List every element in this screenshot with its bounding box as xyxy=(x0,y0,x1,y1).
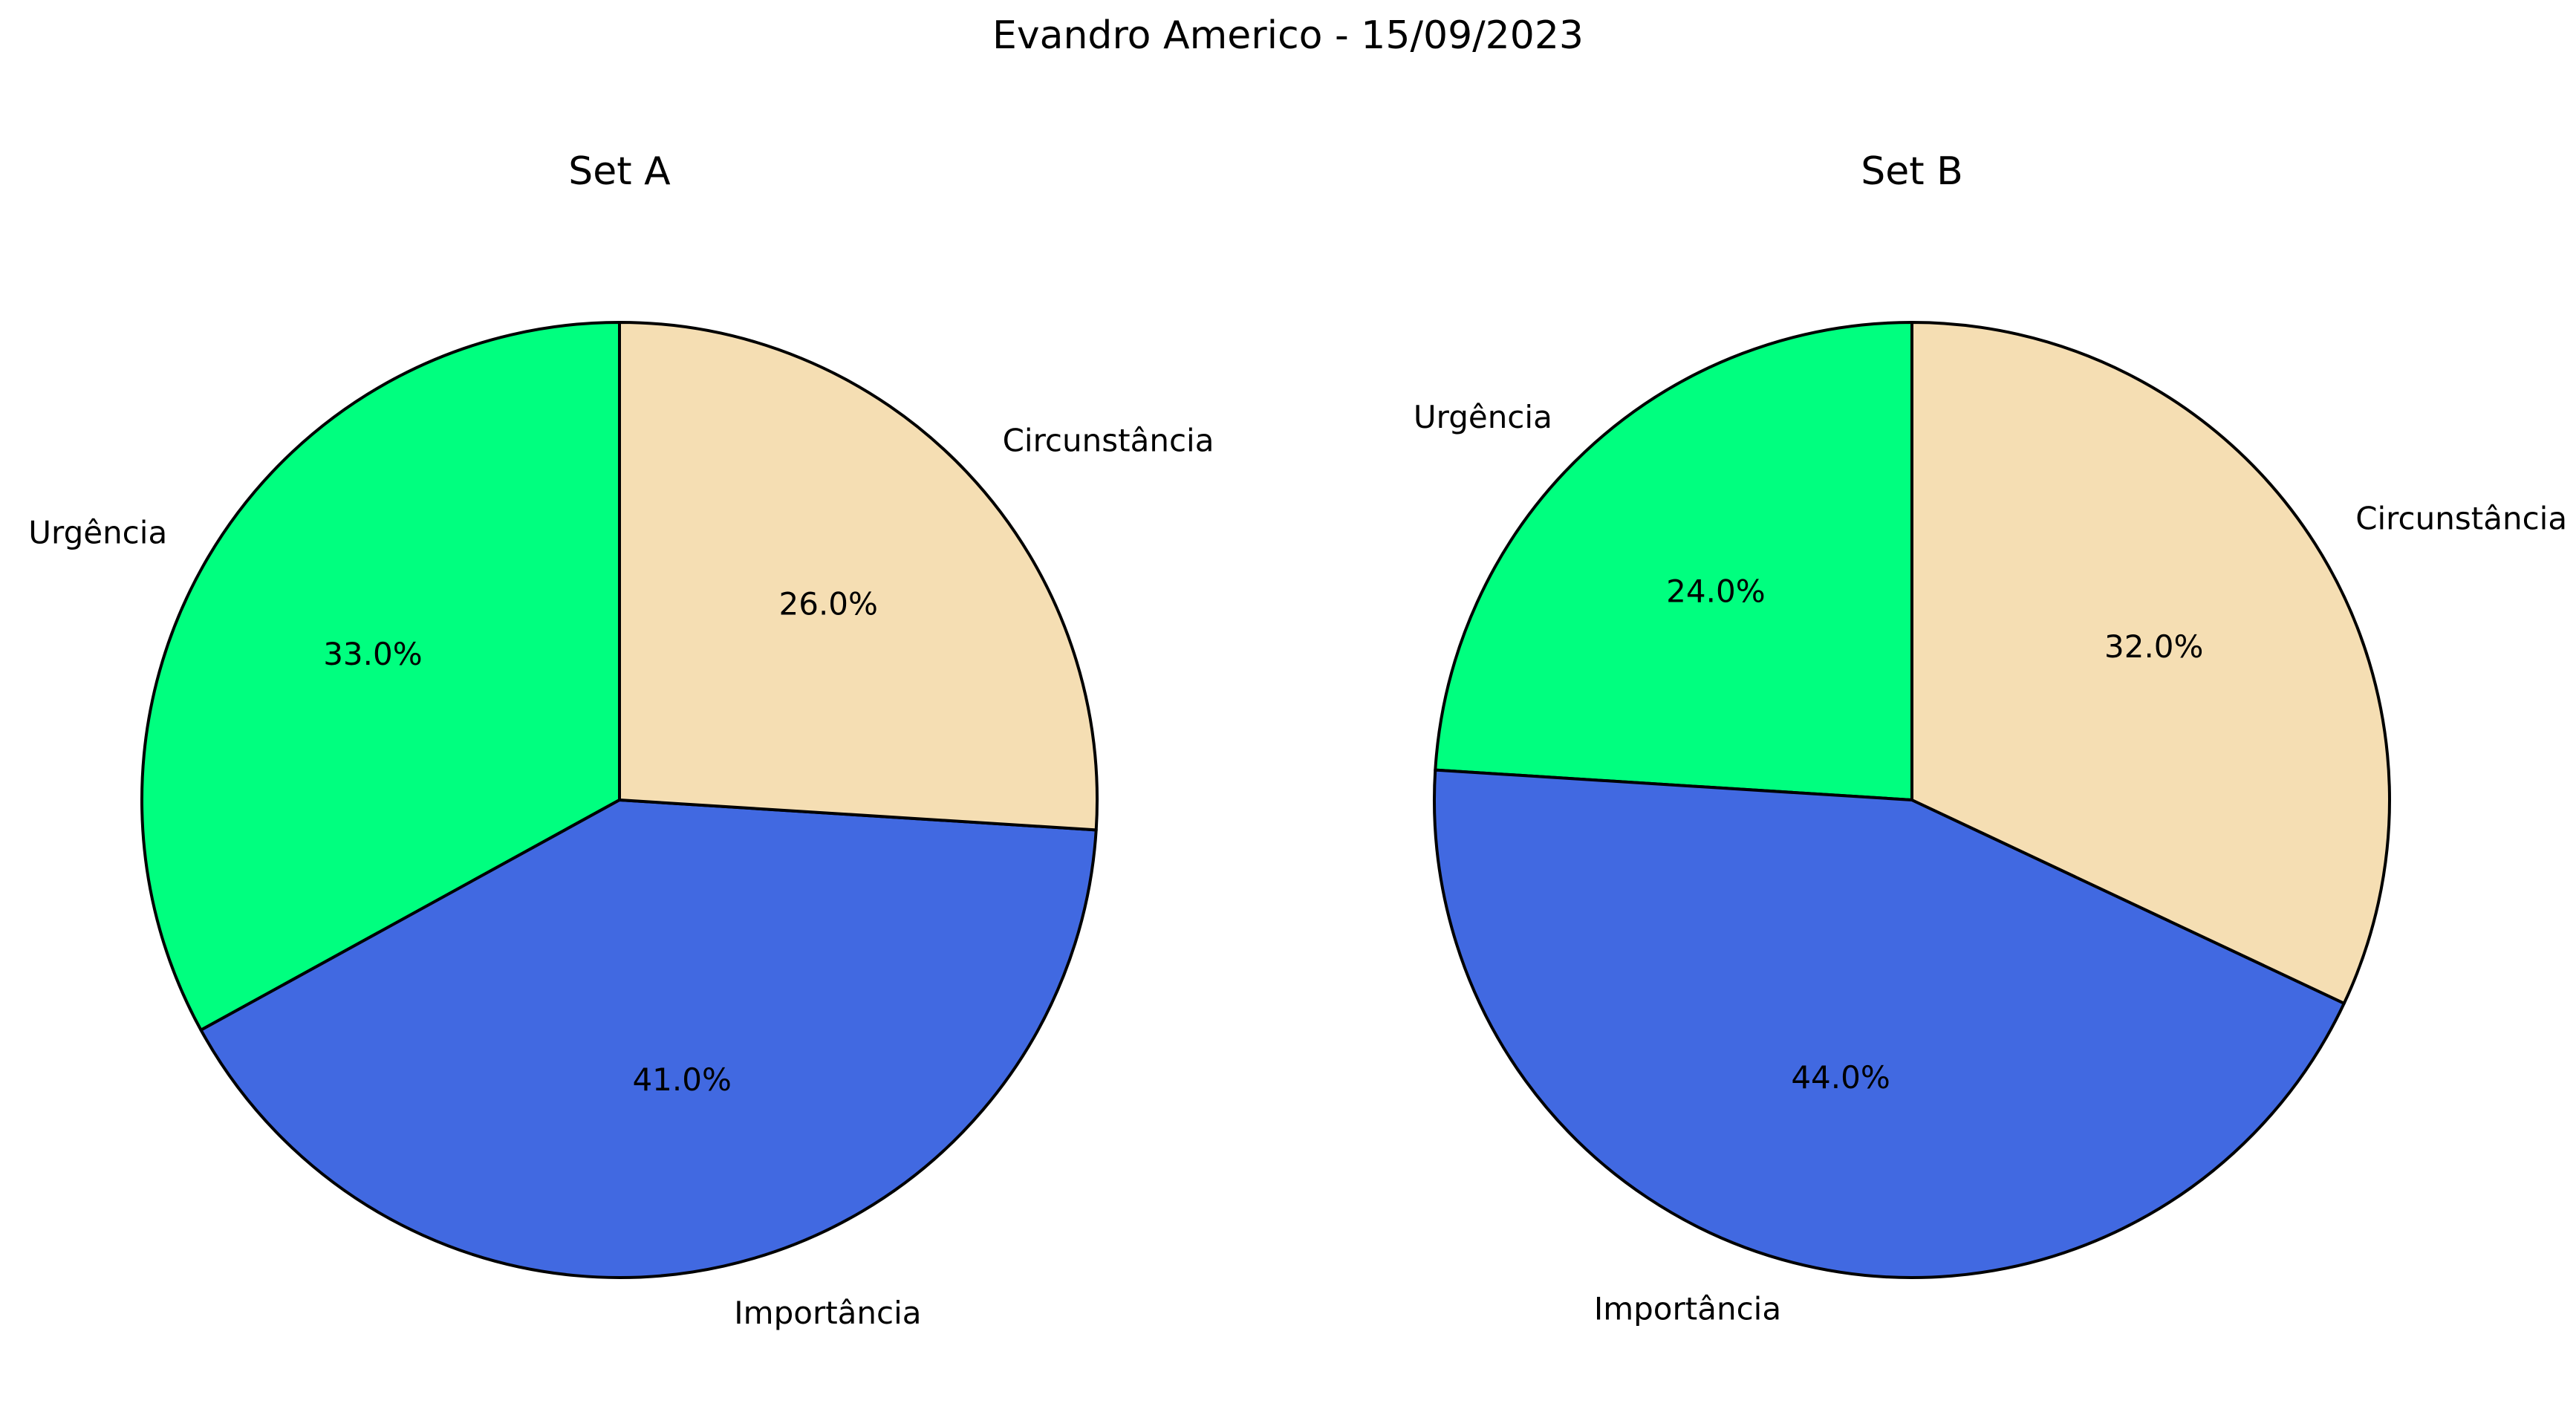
slice-label-set-a-importancia: Importância xyxy=(734,1295,921,1331)
pct-label-set-a-importancia: 41.0% xyxy=(632,1061,731,1098)
chart-title-set-b: Set B xyxy=(1861,149,1963,194)
pct-label-set-a-urgencia: 33.0% xyxy=(323,636,422,672)
pie-slices-set-a: Urgência 33.0% Importância 41.0% Circunstânc… xyxy=(28,321,1214,1331)
pct-label-set-b-urgencia: 24.0% xyxy=(1666,573,1765,609)
pct-label-set-a-circunstancia: 26.0% xyxy=(779,585,878,622)
pie-slice-set-a-urgencia xyxy=(140,321,621,1032)
pie-slice-set-a-importancia xyxy=(199,798,1098,1279)
pct-label-set-b-importancia: 44.0% xyxy=(1791,1059,1890,1096)
pie-slice-set-a-circunstancia xyxy=(618,321,1099,832)
pie-slice-set-b-urgencia xyxy=(1434,321,1913,801)
pct-label-set-b-circunstancia: 32.0% xyxy=(2104,628,2203,665)
pie-chart-set-a: Set A Urgência 33.0% Importância 41.0% Circu… xyxy=(28,149,1214,1331)
slice-label-set-a-circunstancia: Circunstância xyxy=(1003,422,1214,458)
slice-label-set-a-urgencia: Urgência xyxy=(28,514,167,550)
slice-label-set-b-importancia: Importância xyxy=(1594,1291,1781,1327)
pie-slice-set-b-circunstancia xyxy=(1910,321,2391,1005)
pie-chart-set-b: Set B Urgência 24.0% Importância 44.0% Circu… xyxy=(1414,149,2567,1327)
slice-label-set-b-circunstancia: Circunstância xyxy=(2355,501,2567,537)
figure-title: Evandro Americo - 15/09/2023 xyxy=(992,13,1584,58)
slice-label-set-b-urgencia: Urgência xyxy=(1414,399,1552,435)
pie-slices-set-b: Urgência 24.0% Importância 44.0% Circunstânc… xyxy=(1414,321,2567,1327)
chart-title-set-a: Set A xyxy=(568,149,671,194)
